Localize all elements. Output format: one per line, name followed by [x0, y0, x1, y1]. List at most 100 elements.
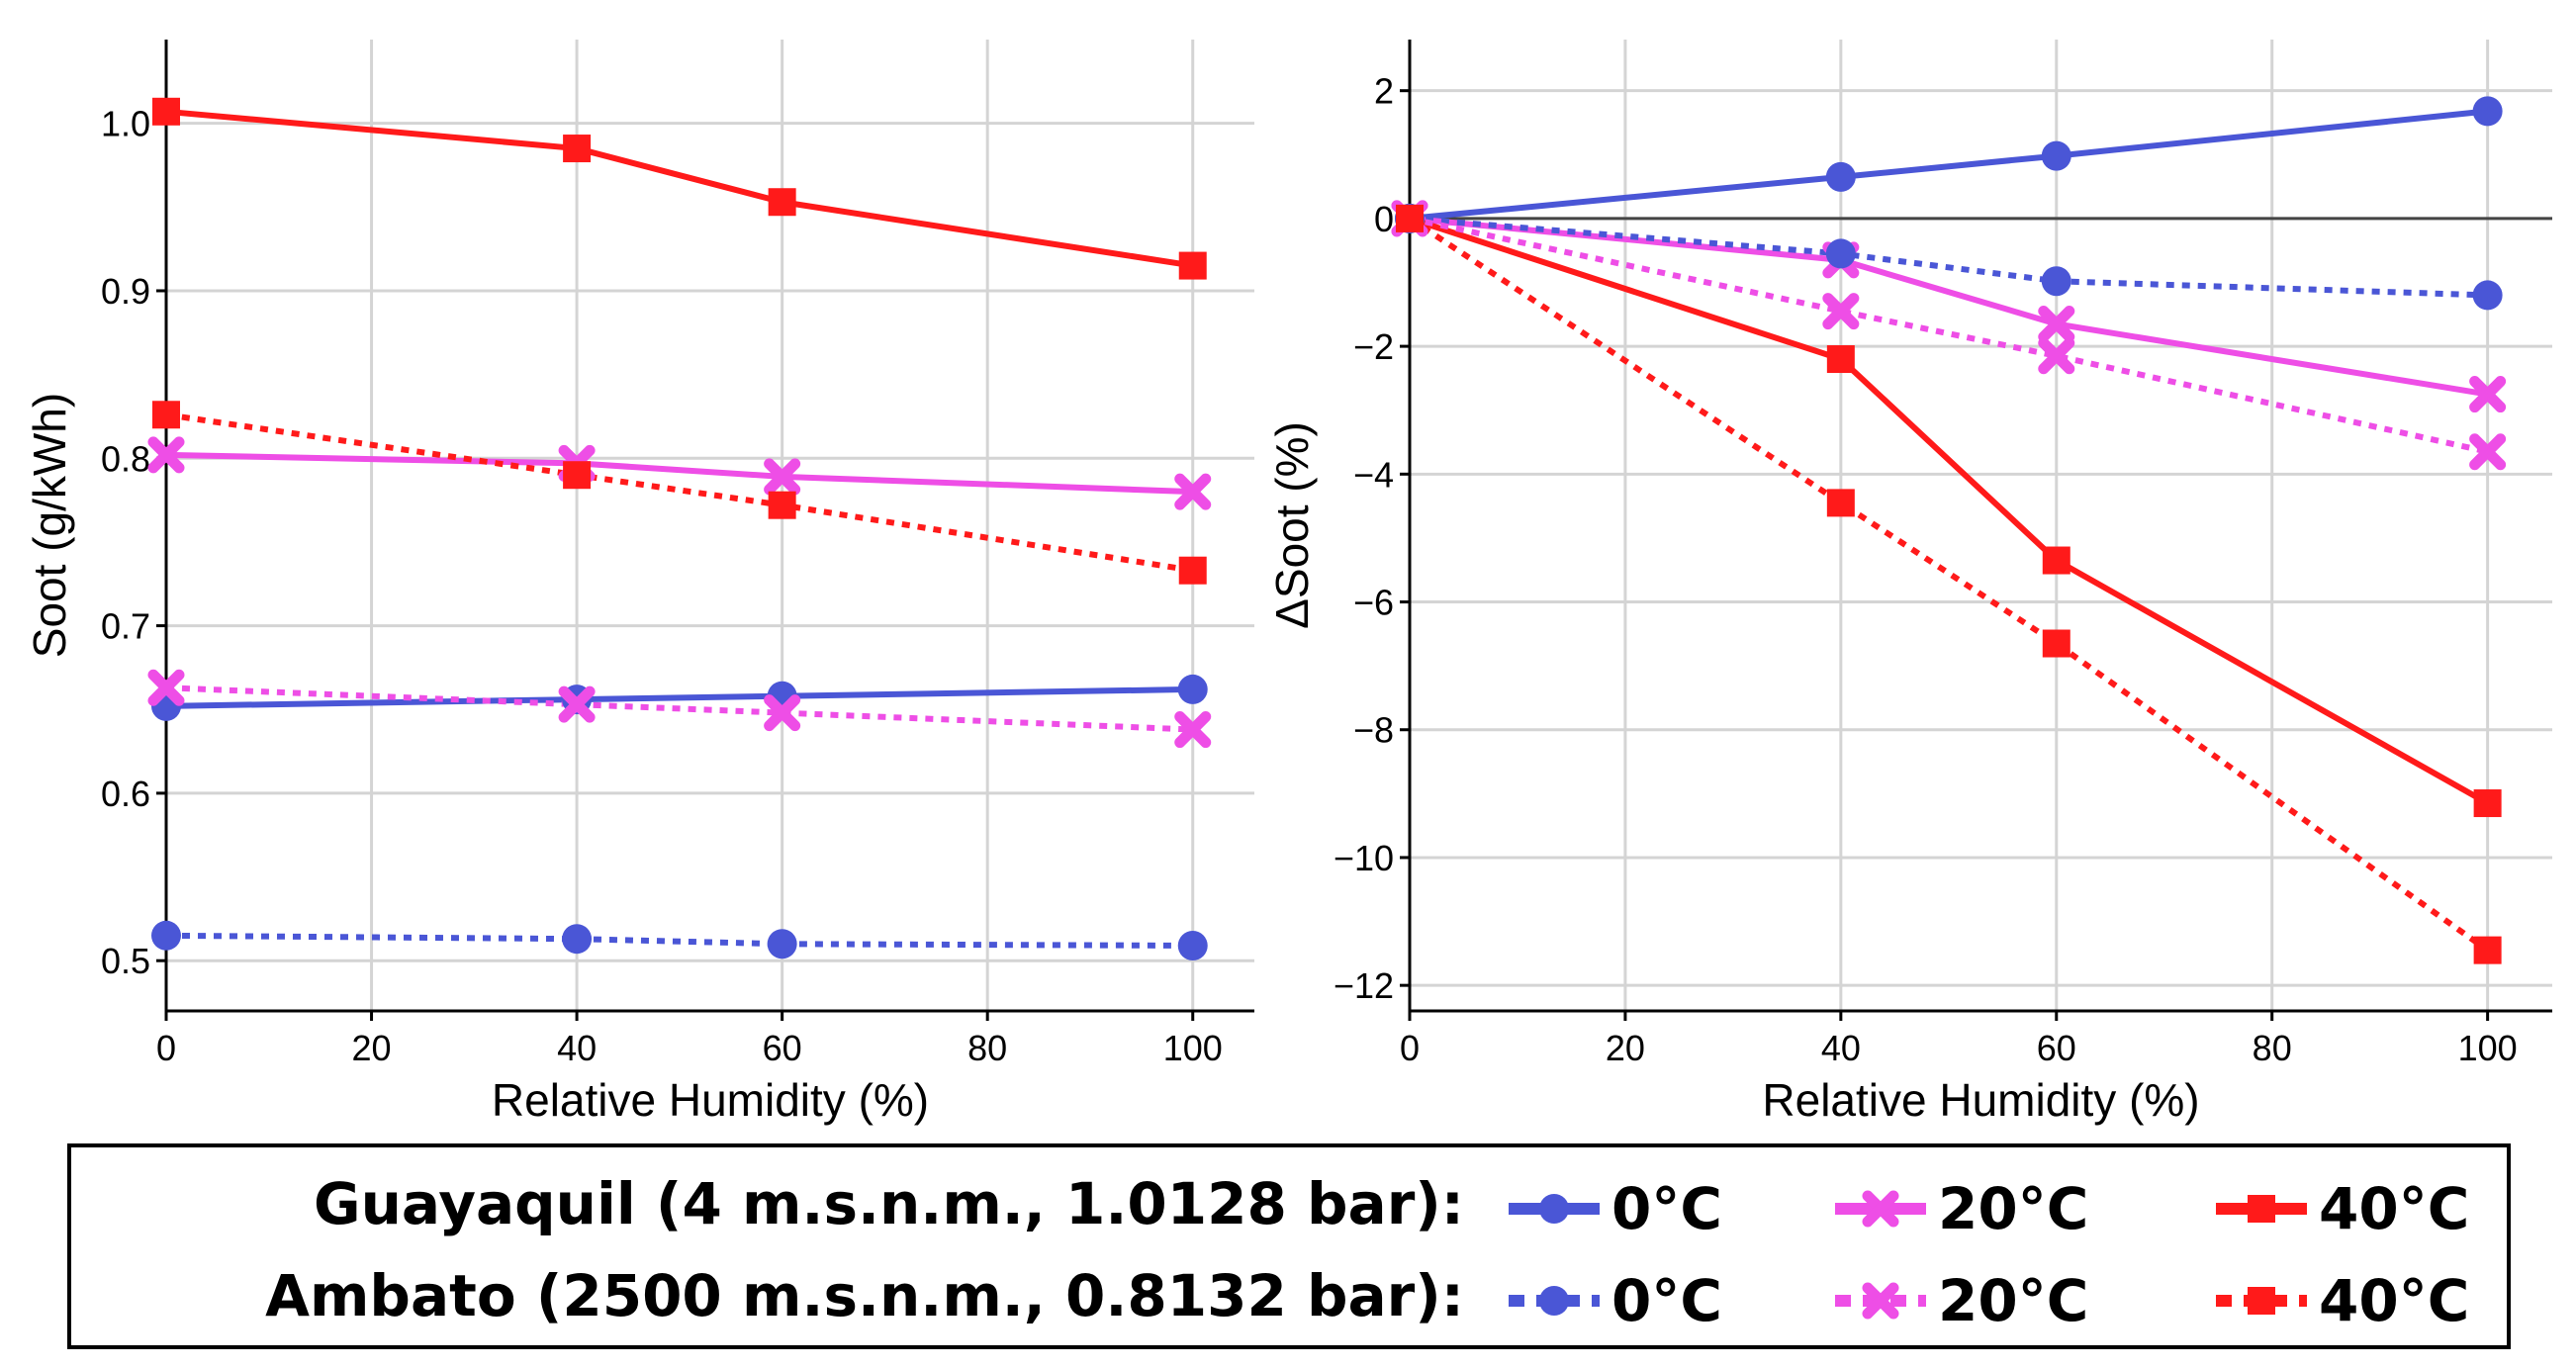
- legend-entry-label-1-2: 40°C: [2319, 1267, 2469, 1334]
- delta-soot-series-5-point-0: [1396, 204, 1424, 232]
- soot-series-4-point-1-stroke-b: [558, 685, 596, 723]
- delta-soot-y-tick-label-7: −12: [1334, 965, 1394, 1006]
- soot-series-4-point-1: [558, 685, 596, 723]
- legend: Guayaquil (4 m.s.n.m., 1.0128 bar): Amba…: [67, 1143, 2511, 1349]
- soot-series-3-point-1: [562, 924, 593, 955]
- soot-series-1-point-0-stroke-b: [147, 436, 185, 474]
- soot-series-line-5: [165, 411, 1194, 574]
- soot-series-4-point-2: [764, 694, 801, 732]
- soot-series-1-point-3-stroke-b: [1174, 473, 1212, 510]
- delta-soot-series-3-point-1: [1825, 238, 1856, 269]
- soot-series-1-point-0: [147, 436, 185, 474]
- delta-soot-series-line-3: [1409, 215, 2488, 299]
- legend-key-marker-0-1-stroke-b: [1862, 1190, 1899, 1228]
- delta-soot-series-4-point-2-stroke-b: [2038, 337, 2075, 375]
- delta-soot-series-1-point-3-stroke-b: [2469, 376, 2507, 413]
- soot-y-tick-label-1: 0.6: [101, 774, 150, 814]
- legend-key-marker-1-1-stroke-b: [1862, 1282, 1899, 1320]
- delta-soot-series-3-point-2: [2041, 266, 2071, 297]
- soot-x-tick-label-2: 40: [557, 1028, 597, 1068]
- soot-series-4-point-3: [1174, 711, 1212, 749]
- soot-series-5-point-2: [768, 491, 796, 519]
- legend-entry-label-0-2: 40°C: [2319, 1175, 2469, 1242]
- delta-soot-series-2-point-3: [2473, 789, 2502, 818]
- soot-series-line-0: [165, 685, 1193, 709]
- legend-key-marker-0-0: [1539, 1194, 1569, 1224]
- soot-series-2-point-1: [563, 135, 592, 163]
- delta-soot-series-0-point-2: [2041, 140, 2071, 171]
- delta-soot-series-2-point-1: [1826, 345, 1855, 374]
- delta-soot-series-5-point-1: [1826, 489, 1855, 517]
- legend-box: [67, 1143, 2511, 1349]
- soot-series-line-3: [165, 932, 1193, 949]
- delta-soot-series-4-point-3-stroke-b: [2469, 433, 2507, 471]
- legend-key-marker-1-0: [1539, 1286, 1569, 1316]
- soot-series-5-point-3: [1178, 556, 1207, 585]
- soot-series-2-point-2: [768, 188, 796, 217]
- soot-series-0-point-3: [1177, 674, 1208, 704]
- legend-key-marker-1-2: [2248, 1287, 2275, 1315]
- soot-y-axis-title: Soot (g/kWh): [24, 393, 75, 658]
- soot-series-1-point-2: [764, 458, 801, 496]
- soot-series-line-1: [165, 451, 1193, 496]
- legend-key-marker-0-2: [2248, 1195, 2275, 1223]
- soot-y-tick-label-5: 1.0: [101, 104, 150, 144]
- delta-soot-x-tick-label-5: 100: [2458, 1028, 2518, 1068]
- delta-soot-series-line-2: [1409, 216, 2490, 806]
- delta-soot-series-3-point-3: [2472, 280, 2503, 311]
- soot-series-2-point-3: [1178, 251, 1207, 280]
- delta-soot-y-tick-label-3: −4: [1353, 454, 1394, 495]
- soot-series-2-point-0: [152, 97, 180, 126]
- delta-soot-series-0-point-3: [2472, 96, 2503, 127]
- soot-series-3-point-3: [1177, 930, 1208, 960]
- legend-key-marker-1-1: [1862, 1282, 1899, 1320]
- legend-entry-label-0-1: 20°C: [1938, 1175, 2088, 1242]
- delta-soot-x-axis-title: Relative Humidity (%): [1762, 1074, 2199, 1126]
- delta-soot-series-5-point-3: [2473, 936, 2502, 964]
- soot-series-5-point-0: [152, 401, 180, 429]
- soot-y-tick-label-2: 0.7: [101, 606, 150, 647]
- delta-soot-y-tick-label-6: −10: [1334, 838, 1394, 878]
- soot-series-5-point-1: [563, 461, 592, 490]
- soot-x-tick-label-5: 100: [1163, 1028, 1223, 1068]
- delta-soot-series-line-1: [1409, 215, 2489, 398]
- soot-x-axis-title: Relative Humidity (%): [492, 1074, 929, 1126]
- legend-keys: 0°C 20°C 40°C 0°C 20°C 40°C: [1509, 1175, 2469, 1334]
- soot-series-line-4: [165, 684, 1193, 733]
- delta-soot-series-4-point-3: [2469, 433, 2507, 471]
- soot-series-1-point-3: [1174, 473, 1212, 510]
- legend-row-guayaquil-label: Guayaquil (4 m.s.n.m., 1.0128 bar):: [314, 1170, 1464, 1237]
- delta-soot-y-tick-label-4: −6: [1353, 583, 1394, 623]
- delta-soot-y-tick-label-5: −8: [1353, 710, 1394, 751]
- soot-series-4-point-3-stroke-b: [1174, 711, 1212, 749]
- soot-series-4-point-0: [147, 669, 185, 706]
- delta-soot-series-1-point-3: [2469, 376, 2507, 413]
- soot-series-line-2: [165, 108, 1194, 269]
- soot-series-3-point-0: [151, 920, 181, 951]
- delta-soot-series-1-point-2: [2038, 305, 2075, 342]
- delta-soot-series-1-point-2-stroke-b: [2038, 305, 2075, 342]
- soot-x-tick-label-4: 80: [967, 1028, 1007, 1068]
- soot-series-3-point-2: [767, 929, 797, 959]
- delta-soot-series-2-point-2: [2042, 546, 2070, 575]
- soot-chart: 0 20 40 60 80 100 0.5 0.6 0.7 0.8 0.9 1.0 Relative H…: [24, 40, 1254, 1126]
- delta-soot-series-line-0: [1409, 108, 2488, 222]
- legend-entry-label-1-1: 20°C: [1938, 1267, 2088, 1334]
- delta-soot-y-tick-label-1: 0: [1374, 199, 1394, 239]
- delta-soot-series-4-point-2: [2038, 337, 2075, 375]
- legend-key-marker-0-1: [1862, 1190, 1899, 1228]
- soot-series-1-point-2-stroke-b: [764, 458, 801, 496]
- delta-soot-x-tick-label-2: 40: [1821, 1028, 1861, 1068]
- delta-soot-series-4-point-1: [1822, 293, 1860, 330]
- legend-entry-label-0-0: 0°C: [1611, 1175, 1722, 1242]
- soot-x-tick-label-3: 60: [763, 1028, 802, 1068]
- soot-x-tick-label-0: 0: [156, 1028, 176, 1068]
- delta-soot-y-tick-label-2: −2: [1353, 326, 1394, 367]
- delta-soot-y-tick-label-0: 2: [1374, 71, 1394, 112]
- delta-soot-series-5-point-2: [2042, 629, 2070, 658]
- delta-soot-y-axis-title: ΔSoot (%): [1266, 421, 1318, 629]
- soot-series-4-point-2-stroke-b: [764, 694, 801, 732]
- soot-y-tick-label-0: 0.5: [101, 941, 150, 981]
- soot-y-tick-label-3: 0.8: [101, 438, 150, 479]
- delta-soot-series-4-point-1-stroke-b: [1822, 293, 1860, 330]
